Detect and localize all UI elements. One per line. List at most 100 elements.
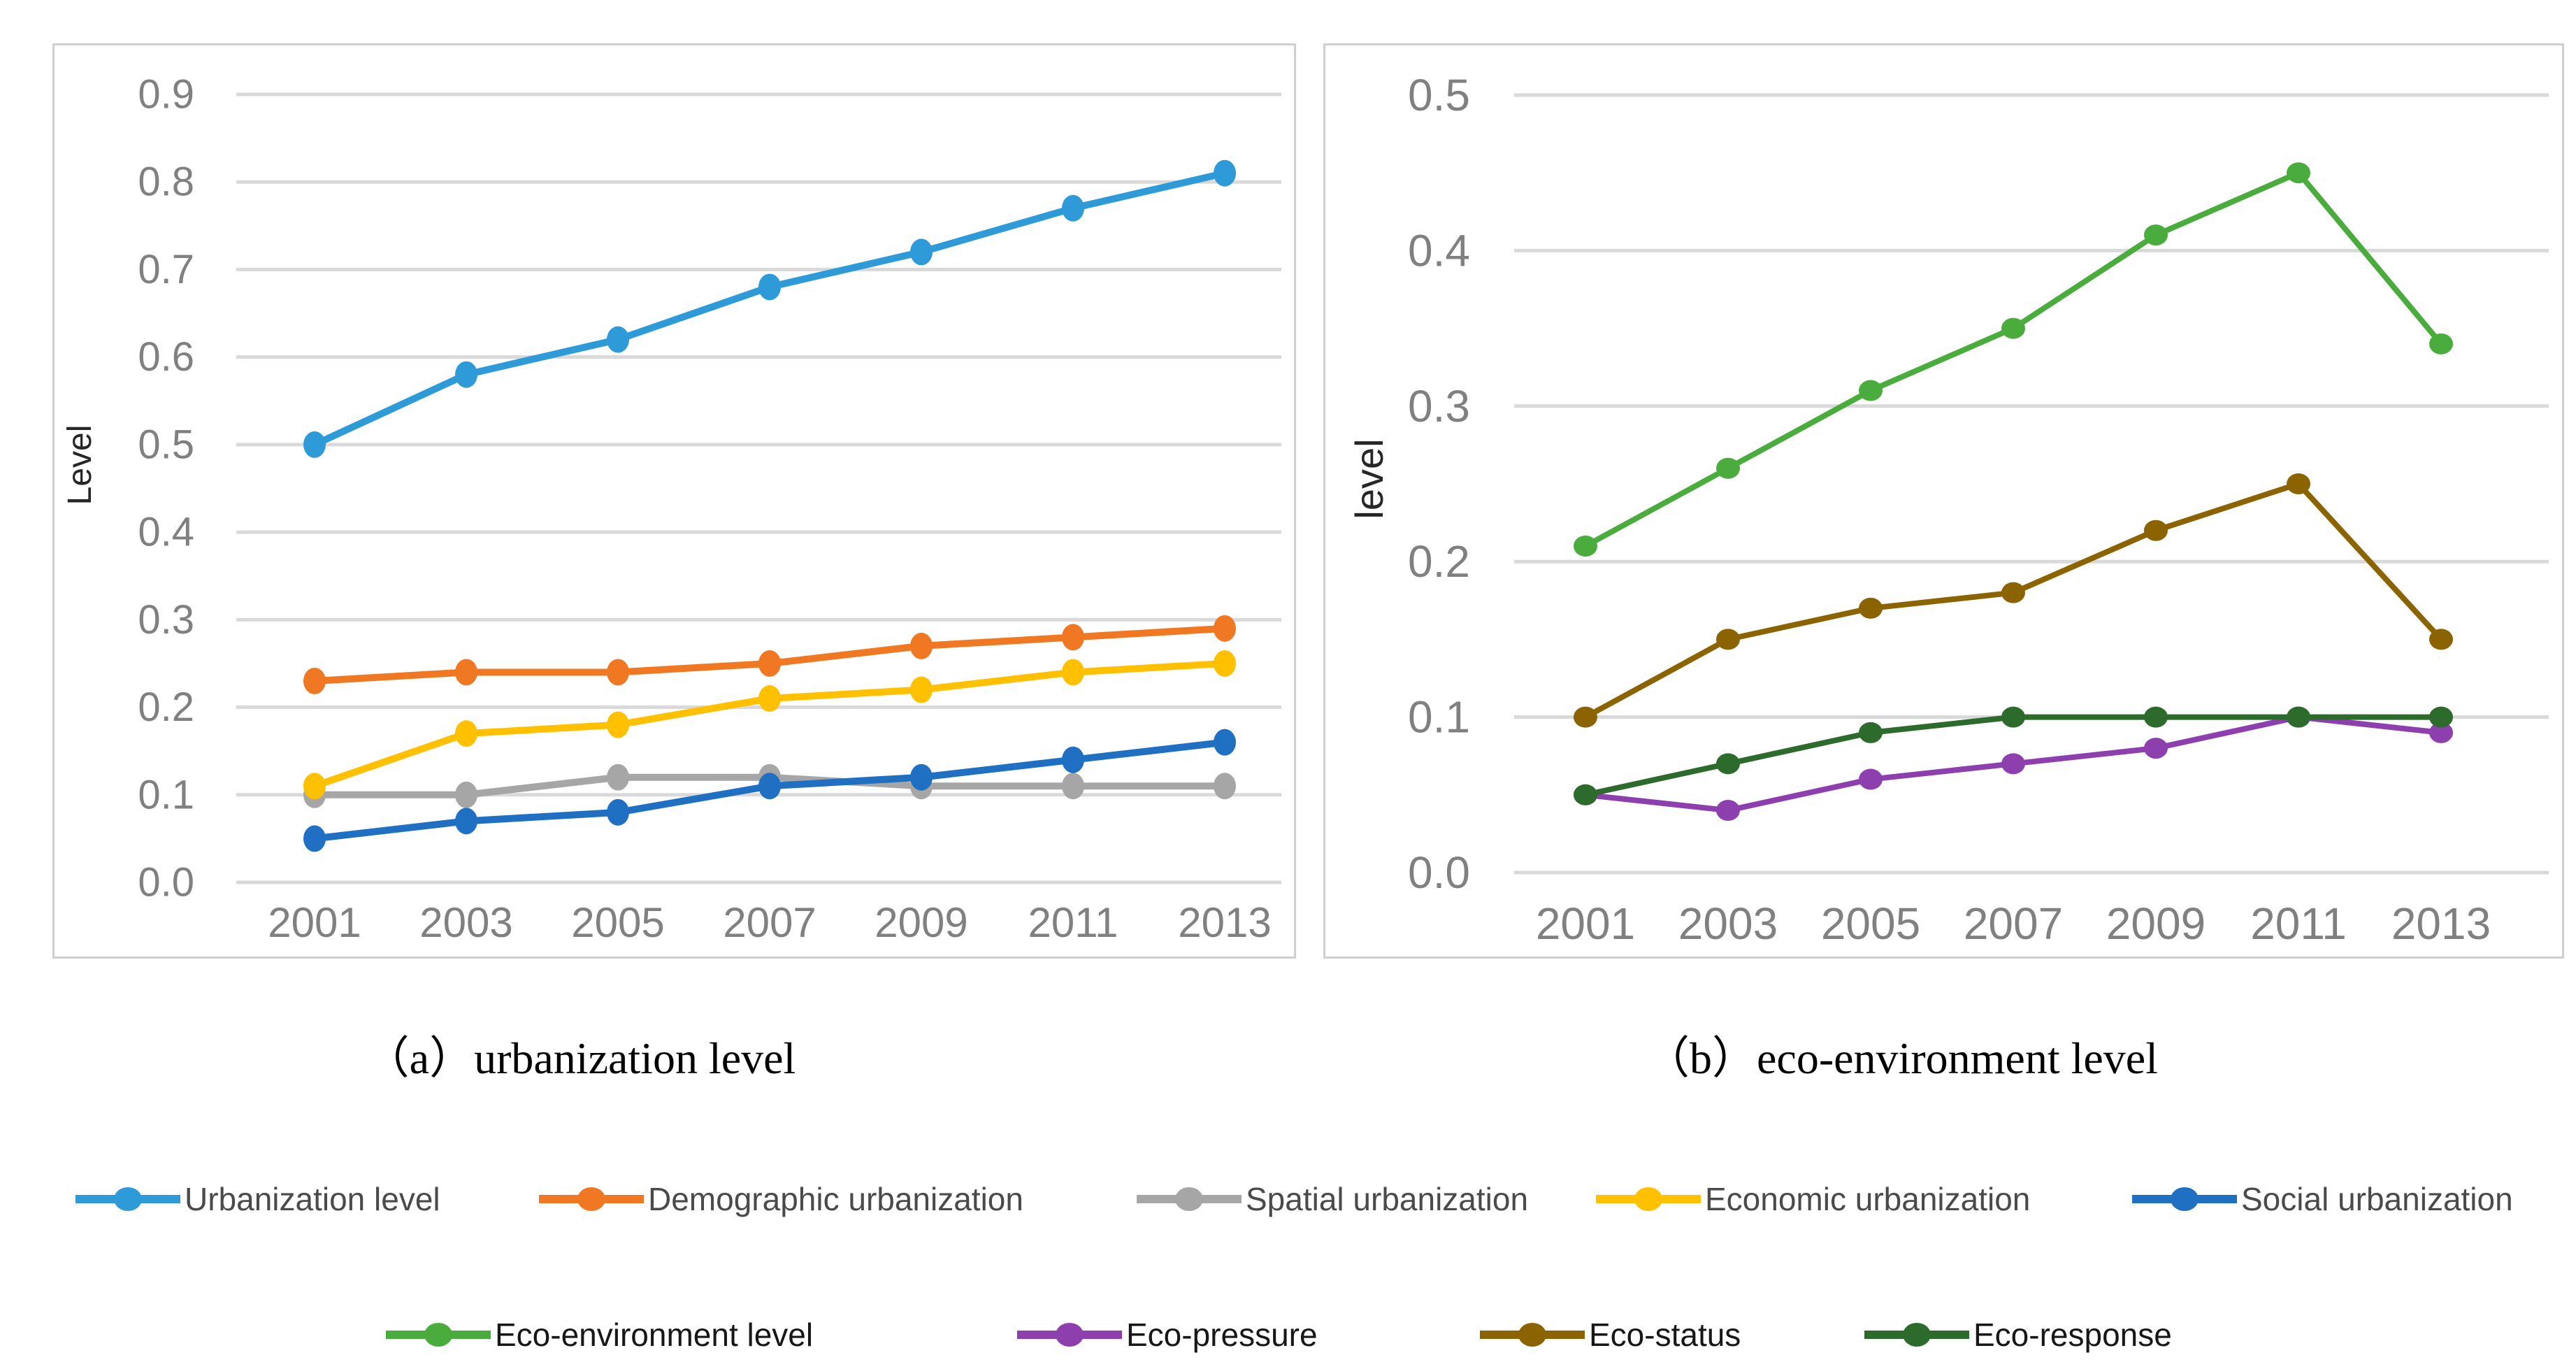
legend-label: Spatial urbanization (1246, 1181, 1529, 1217)
y-tick-label: 0.3 (1408, 381, 1470, 431)
legend-marker-eco-response-icon (1864, 1323, 1969, 1347)
x-tick-label: 2007 (1964, 898, 2063, 949)
legend-item-eco-pressure: Eco-pressure (1017, 1316, 1318, 1354)
x-tick-label: 2001 (1536, 898, 1635, 949)
x-tick-label: 2011 (2250, 898, 2347, 949)
series-line (311, 169, 1228, 448)
data-point (2287, 706, 2310, 728)
data-point (2001, 582, 2025, 603)
data-point (2429, 629, 2453, 650)
legend-label: Eco-environment level (495, 1317, 814, 1353)
data-point (1716, 753, 1740, 775)
legend-dot (1634, 1187, 1662, 1211)
data-point (910, 238, 933, 266)
x-tick-label: 2001 (268, 899, 361, 946)
data-point (1062, 194, 1084, 222)
data-point (607, 764, 629, 791)
y-tick-label: 0.3 (138, 597, 194, 643)
y-tick-label: 0.4 (1408, 225, 1470, 275)
legend-label: Eco-pressure (1126, 1317, 1318, 1353)
data-point (1214, 773, 1236, 800)
data-point (303, 825, 326, 852)
series-eco-status (1574, 473, 2453, 728)
legend-item-social-urbanization: Social urbanization (2132, 1180, 2513, 1218)
data-point (1574, 706, 1597, 728)
y-tick-label: 0.6 (138, 334, 194, 380)
legend-dot (1056, 1323, 1084, 1347)
legend-item-eco-environment-level: Eco-environment level (386, 1316, 813, 1354)
x-tick-label: 2009 (2106, 898, 2206, 949)
data-point (2144, 519, 2168, 541)
data-point (1859, 722, 1883, 743)
series-eco-environment-level (1574, 162, 2453, 557)
legend-marker-eco-status-icon (1480, 1323, 1585, 1347)
data-point (1716, 457, 1740, 479)
x-tick-label: 2005 (1821, 898, 1920, 949)
x-tick-label: 2007 (723, 899, 816, 946)
data-point (910, 676, 933, 703)
data-point (455, 808, 477, 835)
data-point (2144, 224, 2168, 246)
data-point (1214, 729, 1236, 756)
legend-marker-economic-urbanization-icon (1596, 1187, 1701, 1211)
legend-label: Urbanization level (185, 1181, 440, 1217)
legend-item-economic-urbanization: Economic urbanization (1596, 1180, 2030, 1218)
legend-label: Demographic urbanization (648, 1181, 1023, 1217)
x-tick-label: 2013 (1178, 899, 1271, 946)
data-point (1214, 159, 1236, 187)
data-point (1062, 659, 1084, 686)
series-eco-response (1574, 706, 2453, 805)
data-point (1859, 768, 1883, 790)
data-point (1716, 800, 1740, 822)
legend-item-spatial-urbanization: Spatial urbanization (1137, 1180, 1528, 1218)
data-point (2001, 317, 2025, 339)
chart-panel-eco-environment: 0.5 0.4 0.3 0.2 0.1 0.0 2001 2003 2005 2007 2009 20… (1323, 43, 2564, 959)
chart-panel-urbanization: 0.9 0.8 0.7 0.6 0.5 0.4 0.3 0.2 0.1 0.0 2001 2003 20… (52, 43, 1296, 959)
x-tick-label: 2013 (2391, 898, 2491, 949)
legend-marker-spatial-urbanization-icon (1137, 1187, 1242, 1211)
series-line (1583, 170, 2444, 549)
data-point (303, 431, 326, 458)
legend-item-demographic-urbanization: Demographic urbanization (539, 1180, 1023, 1218)
legend-item-urbanization-level: Urbanization level (75, 1180, 440, 1218)
legend-label: Social urbanization (2241, 1181, 2513, 1217)
legend-dot (424, 1323, 452, 1347)
data-point (910, 764, 933, 791)
legend-label: Economic urbanization (1705, 1181, 2031, 1217)
data-point (455, 361, 477, 388)
caption-a: （a）urbanization level (364, 1033, 796, 1083)
legend-marker-eco-environment-level-icon (386, 1323, 491, 1347)
x-tick-label: 2003 (1678, 898, 1778, 949)
y-tick-label: 0.2 (138, 684, 194, 730)
data-point (607, 659, 629, 686)
legend-marker-demographic-urbanization-icon (539, 1187, 644, 1211)
data-point (1062, 624, 1084, 651)
y-tick-label: 0.7 (138, 247, 194, 292)
data-point (1574, 784, 1597, 805)
x-tick-label: 2005 (571, 899, 664, 946)
data-point (2144, 706, 2168, 728)
legend-dot (1903, 1323, 1931, 1347)
data-point (607, 798, 629, 826)
y-tick-label: 0.1 (1408, 692, 1470, 743)
y-tick-label: 0.5 (138, 422, 194, 467)
legend-label: Eco-response (1973, 1317, 2172, 1353)
data-point (2429, 722, 2453, 743)
data-point (1062, 773, 1084, 800)
y-tick-label: 0.9 (138, 72, 194, 117)
y-tick-label: 0.0 (138, 860, 194, 905)
legend-marker-eco-pressure-icon (1017, 1323, 1122, 1347)
series-economic-urbanization (303, 650, 1236, 800)
data-point (1214, 650, 1236, 677)
data-point (455, 659, 477, 686)
data-point (758, 685, 781, 712)
data-point (455, 720, 477, 747)
data-point (2001, 753, 2025, 775)
series-demographic-urbanization (303, 615, 1236, 694)
data-point (758, 273, 781, 301)
x-tick-label: 2011 (1028, 899, 1118, 946)
series-social-urbanization (303, 729, 1236, 852)
data-point (455, 781, 477, 808)
data-point (1214, 615, 1236, 642)
